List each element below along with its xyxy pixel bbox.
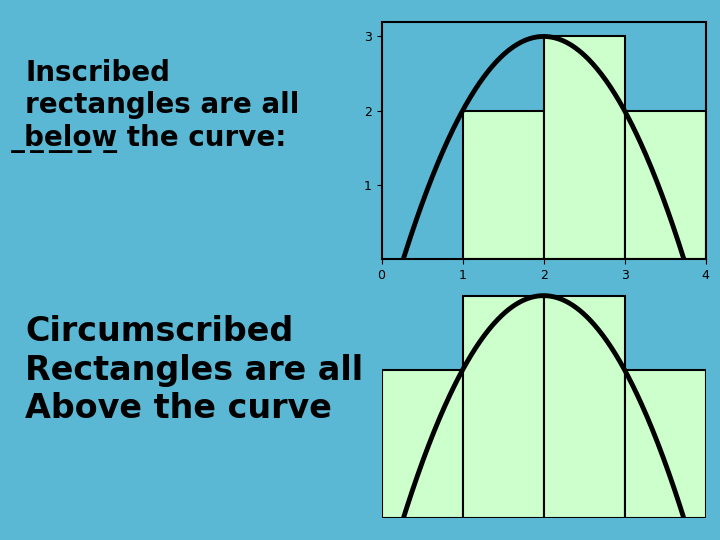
Text: Inscribed
rectangles are all
̲b̲e̲l̲o̲w̲ the curve:: Inscribed rectangles are all ̲b̲e̲l̲o̲w̲… bbox=[25, 59, 300, 153]
Bar bbox=[463, 111, 544, 259]
Bar bbox=[625, 370, 706, 518]
Text: Circumscribed
Rectangles are all
Above the curve: Circumscribed Rectangles are all Above t… bbox=[25, 315, 364, 425]
Bar bbox=[463, 296, 544, 518]
Bar bbox=[382, 370, 463, 518]
Bar bbox=[544, 37, 625, 259]
Bar bbox=[625, 111, 706, 259]
Bar bbox=[544, 296, 625, 518]
